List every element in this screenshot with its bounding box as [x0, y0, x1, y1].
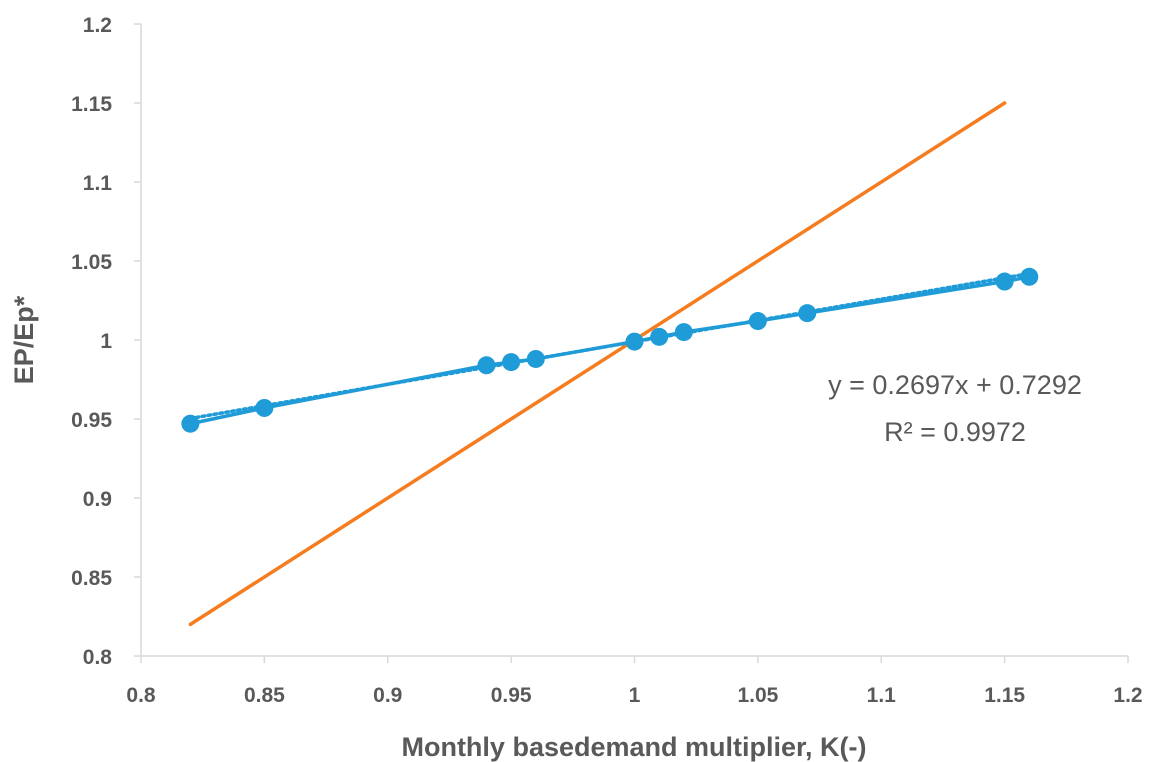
- data-point: [1020, 267, 1039, 286]
- data-point: [650, 327, 669, 346]
- data-point: [798, 304, 817, 323]
- data-point: [181, 414, 200, 433]
- y-tick-label: 1.1: [83, 172, 113, 195]
- y-tick-label: 0.85: [71, 567, 112, 590]
- y-axis-title: EP/Ep*: [9, 295, 39, 384]
- x-axis-title: Monthly basedemand multiplier, K(-): [401, 732, 866, 762]
- y-tick-label: 1: [100, 330, 112, 353]
- x-tick-label: 0.85: [244, 684, 285, 707]
- data-point: [526, 349, 545, 368]
- y-tick-label: 1.05: [71, 251, 112, 274]
- trendline-equation: y = 0.2697x + 0.7292: [828, 370, 1082, 400]
- x-tick-label: 1.1: [867, 684, 897, 707]
- data-point: [502, 353, 521, 372]
- y-tick-label: 0.95: [71, 409, 112, 432]
- data-point: [477, 356, 496, 375]
- y-tick-label: 1.15: [71, 93, 112, 116]
- data-point: [995, 272, 1014, 291]
- data-point: [674, 323, 693, 342]
- data-point: [255, 398, 274, 417]
- data-markers: [181, 267, 1039, 433]
- tick-labels: 0.8 0.85 0.9 0.95 1 1.05 1.1 1.15 1.2 0.8 0.85 0.9 0…: [71, 14, 1142, 707]
- x-tick-label: 1.2: [1113, 684, 1142, 707]
- x-tick-label: 1.05: [737, 684, 778, 707]
- plot-area: [188, 101, 1032, 627]
- x-tick-label: 0.95: [491, 684, 532, 707]
- y-tick-label: 0.9: [83, 488, 112, 511]
- data-series-line: [189, 275, 1030, 426]
- reference-line: [188, 101, 1007, 627]
- y-tick-label: 0.8: [83, 646, 113, 669]
- data-point: [748, 312, 767, 331]
- x-tick-label: 0.9: [373, 684, 402, 707]
- y-tick-label: 1.2: [83, 14, 112, 37]
- data-point: [625, 332, 644, 351]
- axes: [134, 23, 1129, 663]
- x-tick-label: 1.15: [984, 684, 1025, 707]
- x-tick-label: 1: [629, 684, 641, 707]
- x-tick-label: 0.8: [126, 684, 156, 707]
- trendline-r-squared: R² = 0.9972: [884, 417, 1026, 447]
